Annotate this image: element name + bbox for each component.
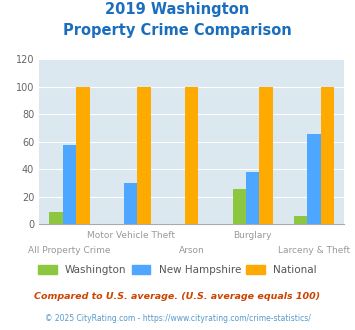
Bar — [233, 189, 246, 224]
Text: © 2025 CityRating.com - https://www.cityrating.com/crime-statistics/: © 2025 CityRating.com - https://www.city… — [45, 314, 310, 323]
Text: Arson: Arson — [179, 246, 204, 255]
Bar — [185, 87, 198, 224]
Text: 2019 Washington: 2019 Washington — [105, 2, 250, 16]
Text: All Property Crime: All Property Crime — [28, 246, 111, 255]
Text: Larceny & Theft: Larceny & Theft — [278, 246, 350, 255]
Bar — [260, 87, 273, 224]
Text: Property Crime Comparison: Property Crime Comparison — [63, 23, 292, 38]
Bar — [63, 145, 76, 224]
Text: Burglary: Burglary — [234, 231, 272, 240]
Bar — [76, 87, 90, 224]
Bar — [294, 216, 307, 224]
Bar — [246, 172, 260, 224]
Bar — [321, 87, 334, 224]
Bar — [49, 212, 63, 224]
Text: Motor Vehicle Theft: Motor Vehicle Theft — [87, 231, 175, 240]
Legend: Washington, New Hampshire, National: Washington, New Hampshire, National — [34, 261, 321, 280]
Text: Compared to U.S. average. (U.S. average equals 100): Compared to U.S. average. (U.S. average … — [34, 292, 321, 301]
Bar — [137, 87, 151, 224]
Bar — [307, 134, 321, 224]
Bar — [124, 183, 137, 224]
